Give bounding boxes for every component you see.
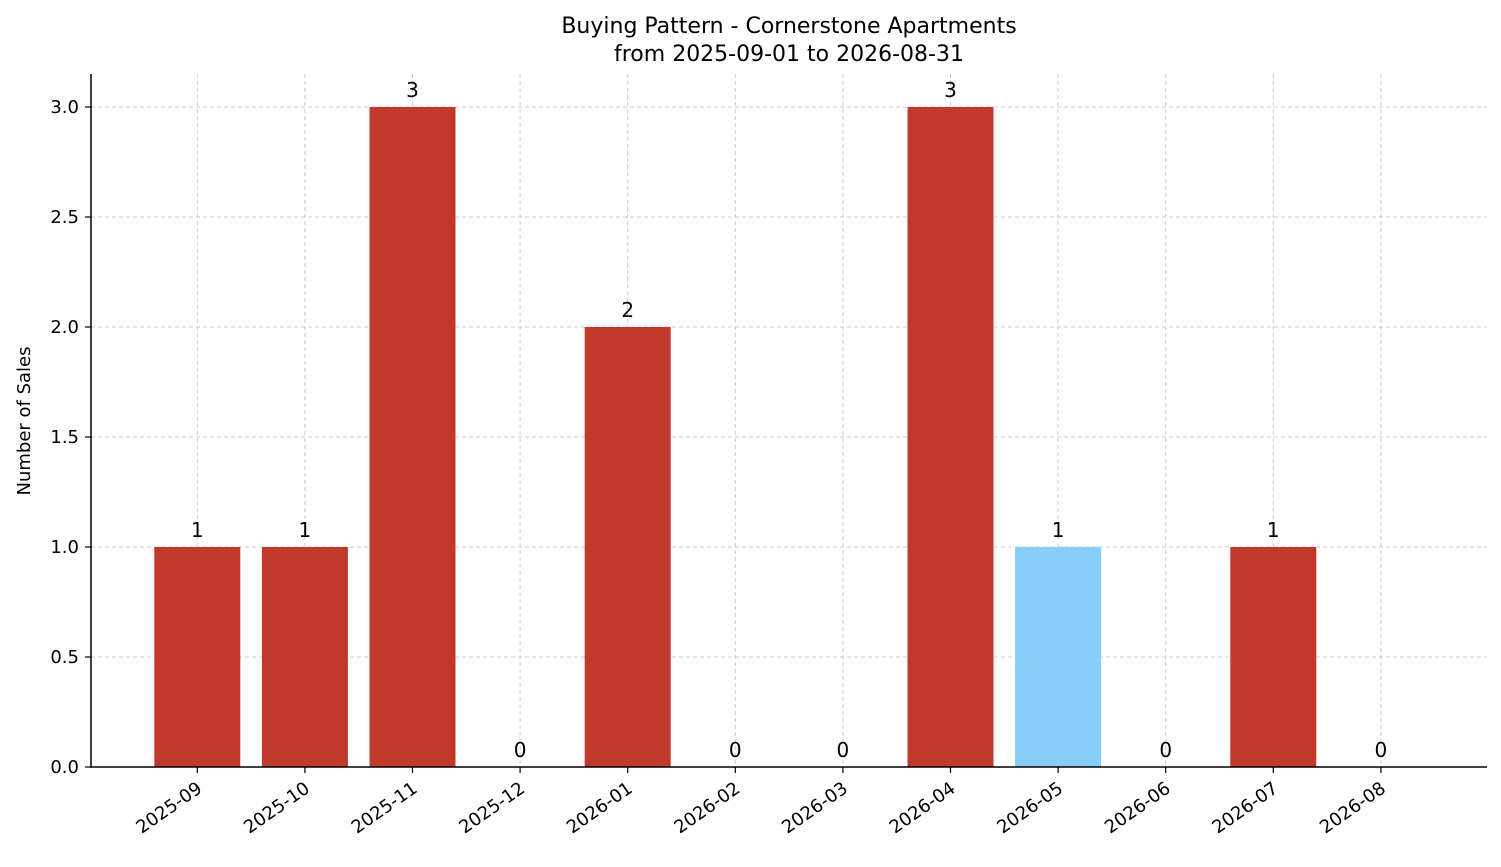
x-tick-label: 2026-01 (563, 778, 637, 838)
bar (154, 547, 241, 767)
axes-layer (90, 74, 1487, 768)
y-axis-label: Number of Sales (14, 346, 35, 495)
chart-title: Buying Pattern - Cornerstone Apartments (561, 14, 1016, 39)
bar (1230, 547, 1317, 767)
x-tick-label: 2026-06 (1101, 778, 1175, 838)
x-tick-label: 2026-08 (1316, 778, 1390, 838)
x-tick-label: 2026-05 (993, 778, 1067, 838)
y-tick-label: 0.0 (50, 757, 79, 778)
bars-layer (154, 107, 1317, 767)
y-tick-label: 2.5 (50, 207, 79, 228)
chart-subtitle: from 2025-09-01 to 2026-08-31 (614, 42, 964, 67)
y-tick-label: 2.0 (50, 317, 79, 338)
ticks-layer: 0.0 0.5 1.0 1.5 2.0 2.5 3.0 2025-09 2025-10 2025-… (50, 97, 1389, 838)
bar-value-label: 0 (514, 738, 527, 762)
bar-value-label: 1 (1267, 518, 1280, 542)
bar (907, 107, 994, 767)
bar-value-label: 3 (406, 78, 419, 102)
bar-value-label: 0 (837, 738, 850, 762)
x-tick-label: 2026-03 (778, 778, 852, 838)
bar (1015, 547, 1102, 767)
x-tick-label: 2025-12 (455, 778, 529, 838)
bar (584, 327, 671, 767)
bar-value-label: 2 (621, 298, 634, 322)
bar-value-label: 1 (299, 518, 312, 542)
x-tick-label: 2026-07 (1209, 778, 1283, 838)
x-tick-label: 2026-04 (886, 778, 960, 838)
bar (261, 547, 348, 767)
x-tick-label: 2025-09 (133, 778, 207, 838)
value-labels-layer: 1 1 3 0 2 0 0 3 1 0 1 0 (191, 78, 1387, 762)
x-tick-label: 2025-10 (240, 778, 314, 838)
y-tick-label: 0.5 (50, 647, 79, 668)
y-tick-label: 1.0 (50, 537, 79, 558)
x-tick-label: 2025-11 (348, 778, 422, 838)
bar-value-label: 3 (944, 78, 957, 102)
bar-value-label: 0 (1375, 738, 1388, 762)
bar-value-label: 1 (1052, 518, 1065, 542)
y-tick-label: 1.5 (50, 427, 79, 448)
x-tick-label: 2026-02 (671, 778, 745, 838)
bar (369, 107, 456, 767)
bar-value-label: 0 (729, 738, 742, 762)
y-tick-label: 3.0 (50, 97, 79, 118)
bar-value-label: 0 (1159, 738, 1172, 762)
bar-value-label: 1 (191, 518, 204, 542)
